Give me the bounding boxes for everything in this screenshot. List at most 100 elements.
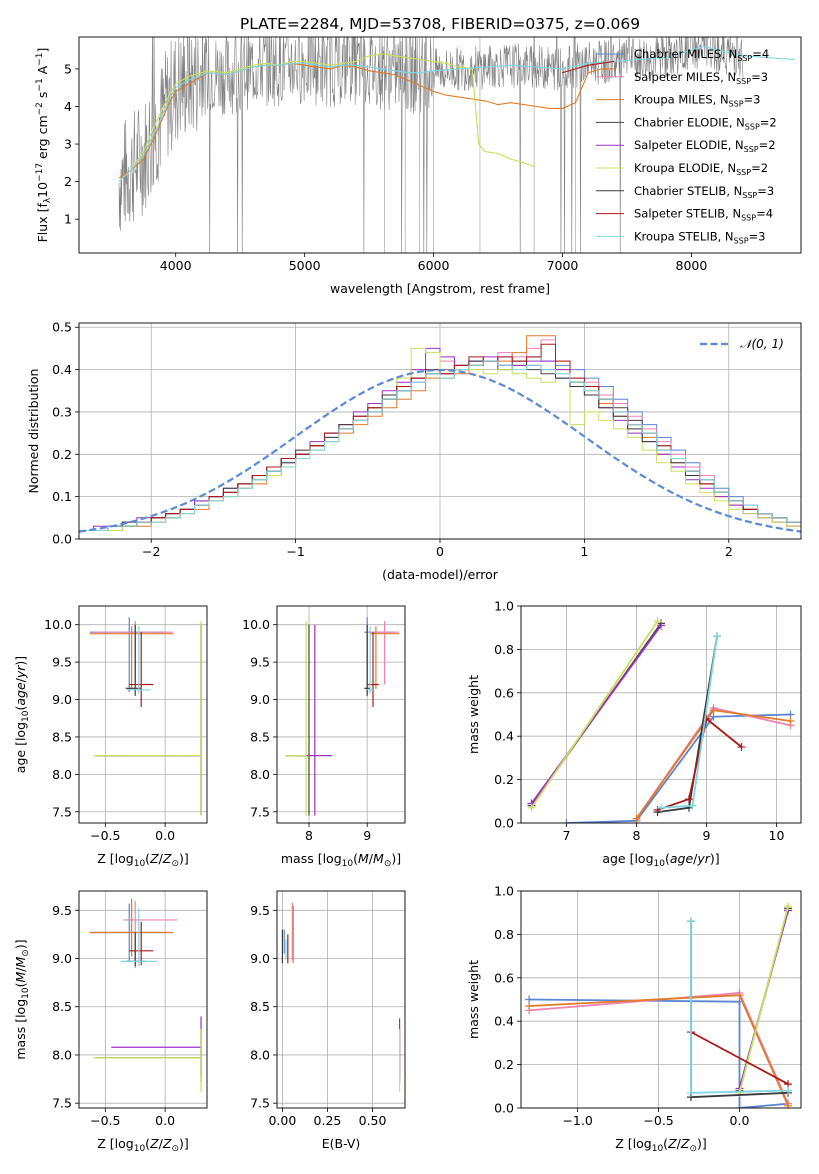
axes-spectrum: 4000 5000 6000 7000 8000 1 2 3 4 5 Chabrier MILES,… <box>35 36 802 296</box>
y-tick-label: 1.0 <box>494 884 514 899</box>
legend-entry: Kroupa ELODIE, NSSP=2 <box>634 161 768 177</box>
axes-frame <box>78 890 208 1109</box>
axes-age-vs-Z: −0.5 0.0 7.5 8.0 8.5 9.0 9.5 10.0 Z [log10(Z/Z⊙)… <box>13 605 208 869</box>
x-tick-label: 4000 <box>160 258 192 273</box>
x-tick-label: 8 <box>305 828 313 843</box>
legend-entry: 𝒩(0, 1) <box>740 337 784 351</box>
axes-frame <box>276 890 406 1109</box>
x-axis-label: wavelength [Angstrom, rest frame] <box>330 281 550 296</box>
x-tick-label: 0.0 <box>155 1113 175 1128</box>
errorbar-salpeter-miles <box>367 620 400 685</box>
y-axis-label: Normed distribution <box>26 369 41 494</box>
plot-area-residuals <box>79 335 801 533</box>
axes-frame <box>78 322 802 540</box>
y-tick-label: 0.2 <box>494 1057 514 1072</box>
y-tick-label: 9.5 <box>250 655 270 670</box>
x-tick-label: 8 <box>633 828 641 843</box>
model-salpeter-stelib <box>562 60 615 74</box>
plot-area-weight-vs-age <box>527 617 795 823</box>
y-tick-label: 8.0 <box>250 767 270 782</box>
y-tick-label: 0.6 <box>494 685 514 700</box>
x-axis-label: E(B-V) <box>322 1136 361 1151</box>
series-kroupa-stelib <box>657 632 721 812</box>
y-tick-label: 8.0 <box>52 1047 72 1062</box>
x-tick-label: −0.5 <box>643 1113 673 1128</box>
legend-entry: Chabrier ELODIE, NSSP=2 <box>634 115 777 131</box>
y-axis-label: age [log10(age/yr)] <box>13 656 31 773</box>
legend-entry: Salpeter ELODIE, NSSP=2 <box>634 138 776 154</box>
x-tick-label: 5000 <box>289 258 321 273</box>
series-point <box>784 902 793 911</box>
x-tick-label: 0.25 <box>314 1113 342 1128</box>
errorbar-chabrier-elodie <box>95 624 202 816</box>
model-kroupa-miles <box>118 62 615 179</box>
errorbar-salpeter-elodie <box>99 624 202 816</box>
y-tick-label: 7.5 <box>52 1096 72 1111</box>
figure-title: PLATE=2284, MJD=53708, FIBERID=0375, z=0… <box>240 15 640 33</box>
x-axis-label: mass [log10(M/M⊙)] <box>281 851 401 869</box>
x-axis-label: Z [log10(Z/Z⊙)] <box>97 851 189 869</box>
series-point <box>784 1086 793 1095</box>
series-point <box>685 795 693 804</box>
legend-entry: Salpeter MILES, NSSP=3 <box>634 70 768 86</box>
series-point <box>686 1088 695 1097</box>
axes-age-vs-mass: 8 9 7.5 8.0 8.5 9.0 9.5 10.0 mass [log10(M/M⊙)] <box>242 605 406 869</box>
x-axis-label: age [log10(age/yr)] <box>602 851 719 869</box>
y-axis-label: mass weight <box>466 960 481 1039</box>
y-tick-label: 0.3 <box>52 404 72 419</box>
series-point <box>702 714 711 723</box>
x-tick-label: 7 <box>563 828 571 843</box>
series-line <box>530 624 662 805</box>
x-tick-label: 0.50 <box>359 1113 387 1128</box>
y-tick-label: 9.5 <box>52 655 72 670</box>
y-axis-label: mass [log10(M/M⊙)] <box>13 939 31 1059</box>
x-tick-label: −1 <box>286 544 304 559</box>
y-tick-label: 8.5 <box>52 999 72 1014</box>
y-tick-label: 0.0 <box>494 816 514 831</box>
y-tick-label: 0.0 <box>52 532 72 547</box>
axes-frame <box>78 605 208 824</box>
series-point <box>709 706 718 715</box>
series-salpeter-miles <box>632 703 795 823</box>
y-tick-label: 10.0 <box>44 617 72 632</box>
x-tick-label: −1.0 <box>562 1113 592 1128</box>
errorbar-kroupa-elodie <box>285 620 307 816</box>
axes-mass-vs-EBV: 0.00 0.25 0.50 7.5 8.0 8.5 9.0 9.5 E(B-V) <box>250 890 406 1151</box>
series-point <box>657 803 665 812</box>
series-point <box>737 743 746 752</box>
x-axis-label: Z [log10(Z/Z⊙)] <box>97 1136 189 1154</box>
y-tick-label: 7.5 <box>250 1096 270 1111</box>
series-point <box>686 917 695 926</box>
series-point <box>713 632 721 641</box>
errorbar-kroupa-miles <box>89 898 174 957</box>
x-tick-label: 0.0 <box>155 828 175 843</box>
errorbar-kroupa-miles <box>89 626 174 690</box>
x-tick-label: −0.5 <box>90 828 120 843</box>
x-tick-label: 2 <box>725 544 733 559</box>
x-tick-label: −2 <box>142 544 160 559</box>
y-tick-label: 0.8 <box>494 642 514 657</box>
legend-entry: Chabrier MILES, NSSP=4 <box>634 47 769 63</box>
model-kroupa-stelib <box>118 45 795 182</box>
axes-frame <box>520 605 802 824</box>
errorbar-kroupa-stelib <box>367 626 373 694</box>
axes-residuals: −2 −1 0 1 2 0.0 0.1 0.2 0.3 0.4 0.5 𝒩(0, 1) (data-mo… <box>26 320 802 582</box>
y-tick-label: 0.2 <box>52 447 72 462</box>
y-tick-label: 5 <box>64 61 72 76</box>
series-point <box>735 991 744 1000</box>
y-tick-label: 0.5 <box>52 320 72 335</box>
axes-frame <box>276 605 406 824</box>
y-tick-label: 8.0 <box>250 1047 270 1062</box>
series-point <box>735 1104 744 1108</box>
y-tick-label: 10.0 <box>242 617 270 632</box>
series-line <box>690 1031 789 1085</box>
errorbar-salpeter-stelib <box>129 632 154 708</box>
series-point <box>653 617 662 626</box>
plot-area-age-vs-Z <box>89 617 202 816</box>
x-tick-label: 8000 <box>676 258 708 273</box>
series-kroupa-elodie <box>735 902 793 1097</box>
y-tick-label: 1 <box>64 212 72 227</box>
x-axis-label: Z [log10(Z/Z⊙)] <box>615 1136 707 1154</box>
x-tick-label: 7000 <box>547 258 579 273</box>
